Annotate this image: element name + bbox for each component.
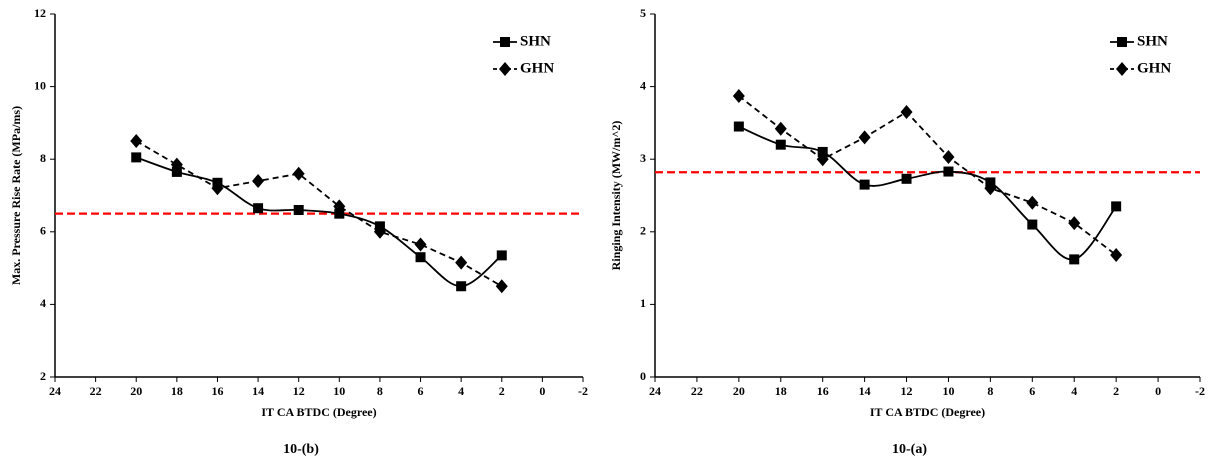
marker-square (1069, 254, 1080, 265)
marker-square (901, 173, 912, 184)
marker-square (131, 152, 142, 163)
marker-square (733, 121, 744, 132)
x-tick-label: 20 (733, 384, 745, 398)
marker-diamond (414, 237, 427, 252)
x-tick-label: 20 (130, 384, 142, 398)
y-tick-label: 2 (640, 224, 646, 238)
marker-diamond (499, 62, 511, 76)
marker-diamond (1026, 195, 1039, 210)
y-tick-label: 1 (640, 296, 646, 310)
series-line (135, 140, 503, 288)
marker-diamond (858, 130, 871, 145)
marker-square (415, 252, 426, 263)
marker-diamond (252, 173, 265, 188)
y-tick-label: 2 (40, 369, 46, 383)
series-line (135, 156, 503, 288)
x-tick-label: 8 (377, 384, 383, 398)
caption: 10-(b) (283, 442, 319, 457)
x-tick-label: -2 (578, 384, 588, 398)
marker-square (500, 37, 510, 47)
marker-diamond (900, 105, 913, 120)
x-tick-label: 22 (90, 384, 102, 398)
marker-square (1027, 219, 1038, 230)
marker-square (775, 139, 786, 150)
x-tick-label: 12 (293, 384, 305, 398)
x-tick-label: 24 (649, 384, 661, 398)
marker-square (293, 205, 304, 216)
x-axis-title: IT CA BTDC (Degree) (261, 405, 376, 419)
x-tick-label: 6 (1029, 384, 1035, 398)
x-tick-label: 14 (252, 384, 264, 398)
x-tick-label: 22 (691, 384, 703, 398)
marker-diamond (333, 199, 346, 214)
marker-diamond (495, 279, 508, 294)
marker-square (1111, 201, 1122, 212)
marker-diamond (211, 181, 224, 196)
marker-diamond (1110, 248, 1123, 263)
marker-diamond (774, 121, 787, 136)
marker-diamond (1068, 216, 1081, 231)
x-tick-label: 6 (418, 384, 424, 398)
marker-square (456, 281, 467, 292)
y-tick-label: 3 (640, 151, 646, 165)
x-axis-title: IT CA BTDC (Degree) (870, 405, 985, 419)
marker-diamond (732, 89, 745, 104)
series-line (738, 125, 1117, 261)
legend-label: SHN (1137, 33, 1168, 49)
x-tick-label: 8 (987, 384, 993, 398)
y-tick-label: 12 (34, 6, 46, 20)
marker-diamond (455, 255, 468, 270)
marker-square (496, 250, 507, 261)
marker-square (817, 146, 828, 157)
marker-diamond (942, 150, 955, 165)
legend-label: SHN (520, 33, 551, 49)
x-tick-label: 18 (775, 384, 787, 398)
y-tick-label: 6 (40, 224, 46, 238)
y-tick-label: 4 (640, 78, 646, 92)
series-line (738, 95, 1117, 256)
marker-diamond (170, 157, 183, 172)
marker-diamond (373, 224, 386, 239)
x-tick-label: 16 (211, 384, 223, 398)
x-tick-label: 4 (1071, 384, 1077, 398)
x-tick-label: 14 (859, 384, 871, 398)
y-tick-label: 5 (640, 6, 646, 20)
y-axis-title: Max. Pressure Rise Rate (MPa/ms) (9, 106, 23, 285)
x-tick-label: 2 (499, 384, 505, 398)
x-tick-label: 16 (817, 384, 829, 398)
y-axis-title: Ringing Intensity (MW/m^2) (609, 121, 623, 271)
marker-square (334, 208, 345, 219)
marker-square (1117, 37, 1127, 47)
y-tick-label: 8 (40, 151, 46, 165)
x-tick-label: 4 (458, 384, 464, 398)
x-tick-label: 2 (1113, 384, 1119, 398)
marker-diamond (1116, 62, 1128, 76)
legend-label: GHN (520, 60, 554, 76)
x-tick-label: 18 (171, 384, 183, 398)
x-tick-label: 0 (539, 384, 545, 398)
caption: 10-(a) (892, 442, 927, 457)
y-tick-label: 4 (40, 296, 46, 310)
legend-label: GHN (1137, 60, 1171, 76)
marker-square (171, 166, 182, 177)
x-tick-label: 24 (49, 384, 61, 398)
x-tick-label: 12 (901, 384, 913, 398)
x-tick-label: 0 (1155, 384, 1161, 398)
marker-square (253, 203, 264, 214)
marker-diamond (816, 152, 829, 167)
marker-diamond (984, 181, 997, 196)
x-tick-label: 10 (333, 384, 345, 398)
y-tick-label: 0 (640, 369, 646, 383)
marker-diamond (292, 166, 305, 181)
y-tick-label: 10 (34, 78, 46, 92)
x-tick-label: 10 (942, 384, 954, 398)
x-tick-label: -2 (1195, 384, 1205, 398)
marker-square (943, 166, 954, 177)
marker-square (859, 179, 870, 190)
marker-diamond (130, 134, 143, 149)
